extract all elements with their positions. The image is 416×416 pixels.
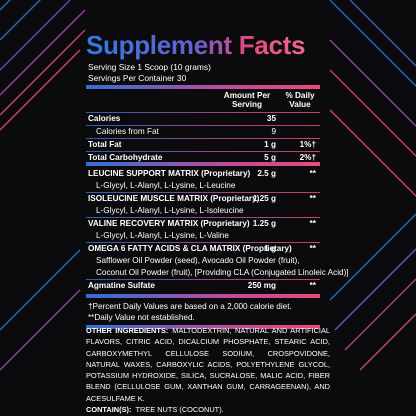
row-dv: ** — [309, 169, 316, 178]
row-name: OMEGA 6 FATTY ACIDS & CLA MATRIX (Propri… — [88, 244, 292, 253]
label: CONTAIN(S): — [86, 405, 132, 415]
serving-size: Serving Size 1 Scoop (10 grams) — [88, 62, 211, 72]
row-amount: 9 — [271, 127, 276, 136]
rule — [86, 138, 320, 139]
dv-header: % Daily Value — [285, 91, 315, 109]
rule — [86, 242, 320, 243]
title: Supplement Facts — [86, 30, 306, 60]
row-name: LEUCINE SUPPORT MATRIX (Proprietary) — [88, 169, 251, 178]
amount-header: Amount Per Serving — [223, 91, 271, 109]
row-detail: Safflower Oil Powder (seed), Avocado Oil… — [96, 256, 300, 265]
row-dv: ** — [309, 219, 316, 228]
row-dv: ** — [309, 281, 316, 290]
row-name: Calories from Fat — [96, 127, 159, 136]
rule — [86, 112, 320, 113]
row-amount: 1 g — [264, 140, 276, 149]
row-name: VALINE RECOVERY MATRIX (Proprietary) — [88, 219, 250, 228]
label: OTHER INGREDIENTS: — [86, 326, 169, 335]
row-amount: 5 g — [264, 153, 276, 162]
rule — [86, 151, 320, 152]
row-detail: Coconut Oil Powder (fruit), [Providing C… — [96, 268, 349, 277]
row-amount: 1 g — [264, 244, 276, 253]
row-detail: L-Glycyl, L-Alanyl, L-Lysine, L-Isoleuci… — [96, 206, 244, 215]
footnote: †Percent Daily Values are based on a 2,0… — [88, 302, 292, 311]
row-amount: 2.5 g — [257, 169, 276, 178]
row-amount: 35 — [266, 114, 276, 123]
row-detail: L-Glycyl, L-Alanyl, L-Lysine, L-Leucine — [96, 181, 236, 190]
row-name: Total Carbohydrate — [88, 153, 163, 162]
text: TREE NUTS (COCONUT). — [135, 405, 224, 415]
rule — [86, 85, 320, 89]
rule — [86, 279, 320, 280]
row-amount: 1.25 g — [252, 219, 276, 228]
row-detail: L-Glycyl, L-Alanyl, L-Lysine, L-Valine — [96, 231, 229, 240]
rule — [86, 294, 320, 298]
servings-per-container: Servings Per Container 30 — [88, 73, 187, 83]
row-amount: 250 mg — [247, 281, 276, 290]
row-dv: ** — [309, 244, 316, 253]
row-name: Calories — [88, 114, 121, 123]
row-name: ISOLEUCINE MUSCLE MATRIX (Proprietary) — [88, 194, 260, 203]
row-amount: 1.25 g — [252, 194, 276, 203]
row-dv: ** — [309, 194, 316, 203]
row-dv: 1%† — [299, 140, 316, 149]
row-dv: 2%† — [299, 153, 316, 162]
rule — [86, 217, 320, 218]
text: MALTODEXTRIN, NATURAL AND ARTIFICIAL FLA… — [86, 326, 331, 403]
footnote: **Daily Value not established. — [88, 313, 195, 322]
row-name: Agmatine Sulfate — [88, 281, 155, 290]
rule — [86, 125, 320, 126]
other-ingredients: OTHER INGREDIENTS: MALTODEXTRIN, NATURAL … — [86, 325, 330, 415]
rule — [86, 162, 320, 166]
rule — [86, 325, 320, 329]
row-name: Total Fat — [88, 140, 122, 149]
rule — [86, 192, 320, 193]
